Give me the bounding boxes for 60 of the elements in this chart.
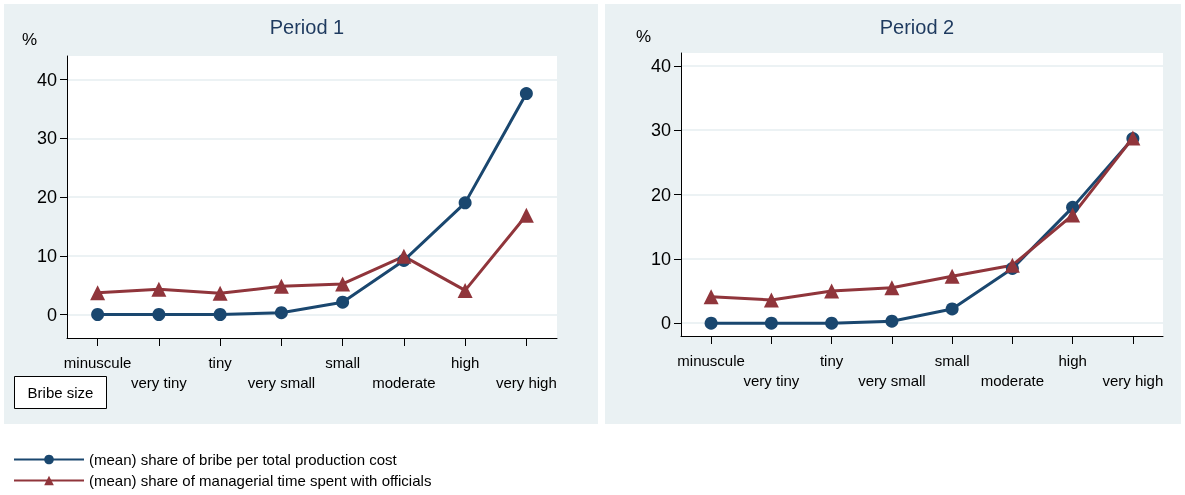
point [944,268,960,284]
point [91,308,105,321]
x-tick-label: very tiny [130,373,188,391]
x-tick-label: minuscule [677,351,745,369]
point [457,282,473,298]
point [396,248,412,264]
point [273,278,289,294]
point [518,207,534,223]
point [519,87,533,101]
point [824,283,840,299]
x-tick-label: very high [1102,371,1164,389]
x-tick-label: very small [247,373,316,391]
point [90,285,106,301]
y-tick-label: 10 [36,245,57,266]
point [1065,207,1081,223]
x-tick-label: minuscule [63,353,132,371]
point [945,302,959,316]
x-tick-label: very tiny [743,371,800,389]
y-tick-label: 0 [660,313,671,334]
x-tick-label: tiny [819,351,844,369]
y-tick-label: 40 [36,69,57,90]
point [152,308,166,321]
point [1004,257,1020,273]
point [763,292,779,308]
point [764,316,778,330]
y-tick-label: 30 [36,128,57,149]
point [336,295,350,309]
x-tick-label: moderate [372,373,436,391]
point [335,276,351,292]
point [703,289,719,305]
y-axis-title: % [21,30,37,49]
point [458,196,472,210]
point [213,308,227,321]
y-axis-title: % [635,27,651,46]
y-tick-label: 10 [650,248,671,269]
legend-label: (mean) share of bribe per total production cost [89,451,398,468]
chart-title: Period 2 [879,16,955,38]
x-axis-title: Bribe size [27,384,94,401]
x-tick-label: small [934,351,970,369]
y-tick-label: 0 [46,304,57,325]
x-tick-label: tiny [208,353,233,371]
x-tick-label: very high [495,373,557,391]
y-tick-label: 40 [650,55,671,76]
point [151,281,167,297]
x-tick-label: high [1058,351,1087,369]
point [885,314,899,328]
x-tick-label: high [450,353,480,371]
point [825,316,839,330]
point [274,306,288,320]
x-tick-label: moderate [980,371,1045,389]
y-tick-label: 20 [650,184,671,205]
y-tick-label: 30 [650,120,671,141]
legend-label: (mean) share of managerial time spent with officials [89,472,432,489]
point [704,316,718,330]
chart-title: Period 1 [269,16,345,38]
y-tick-label: 20 [36,187,57,207]
point [884,280,900,296]
x-tick-label: very small [858,371,926,389]
point [212,285,228,301]
x-tick-label: small [325,353,361,371]
